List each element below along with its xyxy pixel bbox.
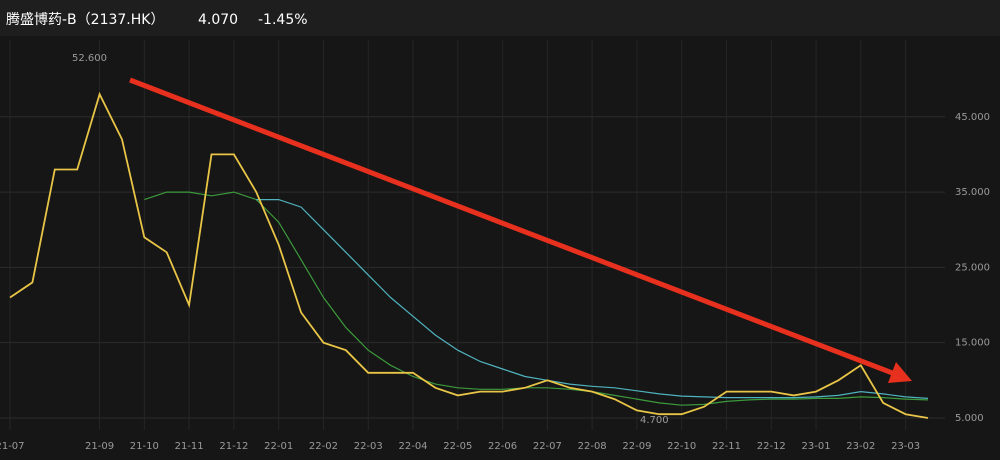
- x-tick-label: 22-02: [309, 441, 338, 452]
- x-tick-label: 23-03: [891, 441, 920, 452]
- x-tick-label: 21-12: [219, 441, 248, 452]
- price-line: [144, 191, 929, 406]
- x-tick-label: 21-09: [85, 441, 114, 452]
- x-tick-label: 22-01: [264, 441, 293, 452]
- x-tick-label: 22-08: [578, 441, 607, 452]
- x-tick-label: 22-05: [443, 441, 472, 452]
- annotation: 52.600: [72, 53, 107, 64]
- y-tick-label: 35.000: [955, 187, 990, 198]
- x-tick-label: 22-11: [712, 441, 741, 452]
- trend-arrow-head: [888, 362, 912, 383]
- x-tick-label: 22-10: [667, 441, 696, 452]
- stock-change: -1.45%: [258, 12, 308, 28]
- x-tick-label: 21-11: [175, 441, 204, 452]
- x-tick-label: 22-07: [533, 441, 562, 452]
- y-tick-label: 45.000: [955, 112, 990, 123]
- x-tick-label: 22-06: [488, 441, 517, 452]
- x-tick-label: 22-04: [398, 441, 427, 452]
- annotation: 4.700: [640, 415, 669, 426]
- x-tick-label: 21-10: [130, 441, 159, 452]
- x-tick-label: 23-01: [802, 441, 831, 452]
- stock-name: 腾盛博药-B（2137.HK）: [6, 11, 164, 28]
- trend-arrow: [129, 77, 896, 377]
- header-bar: [0, 0, 1000, 36]
- x-tick-label: 22-12: [757, 441, 786, 452]
- y-tick-label: 5.000: [955, 413, 984, 424]
- y-tick-label: 25.000: [955, 262, 990, 273]
- price-line: [9, 91, 929, 419]
- y-tick-label: 15.000: [955, 338, 990, 349]
- x-tick-label: 21-07: [0, 441, 25, 452]
- price-line: [256, 199, 929, 399]
- stock-price: 4.070: [198, 12, 238, 28]
- x-tick-label: 22-09: [622, 441, 651, 452]
- x-tick-label: 23-02: [846, 441, 875, 452]
- x-tick-label: 22-03: [354, 441, 383, 452]
